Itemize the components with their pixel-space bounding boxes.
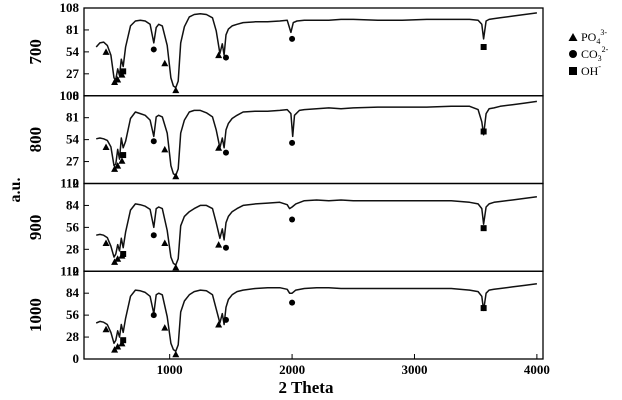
po4-marker xyxy=(114,162,122,169)
series-line-800 xyxy=(96,100,538,177)
co3-marker xyxy=(150,46,157,53)
oh-marker xyxy=(480,128,487,135)
y-tick-label: 27 xyxy=(66,154,80,169)
series-line-700 xyxy=(95,12,537,89)
co3-marker xyxy=(289,139,296,146)
co3-marker xyxy=(289,299,296,306)
oh-marker xyxy=(480,305,487,312)
oh-marker xyxy=(480,44,487,50)
y-tick-label: 27 xyxy=(66,66,80,81)
y-tick-label: 28 xyxy=(66,329,80,344)
po4-marker xyxy=(114,76,122,83)
po4-marker xyxy=(114,255,122,262)
y-tick-label: 112 xyxy=(60,263,79,278)
y-tick-label: 0 xyxy=(73,88,80,103)
po4-marker xyxy=(102,48,110,55)
oh-marker xyxy=(480,225,487,232)
co3-marker xyxy=(222,149,229,156)
x-tick-label: 2000 xyxy=(279,362,305,377)
chart-panels: 0275481108700027548110880002856841129000… xyxy=(26,0,544,366)
legend-label: PO43- xyxy=(581,28,607,46)
y-tick-label: 108 xyxy=(60,0,80,15)
panel-1000: 0 28 56 84 112 1000 xyxy=(26,263,544,366)
panel-frame xyxy=(83,182,544,272)
po4-marker xyxy=(172,350,180,358)
panel-name-label: 1000 xyxy=(26,298,45,332)
co3-marker xyxy=(150,232,157,239)
po4-marker xyxy=(215,321,223,328)
co3-marker xyxy=(289,35,296,42)
po4-marker xyxy=(102,325,110,333)
po4-marker xyxy=(215,51,223,59)
legend: PO43-CO32-OH- xyxy=(568,28,609,78)
po4-marker xyxy=(215,144,223,151)
co3-marker xyxy=(150,138,157,145)
y-tick-label: 56 xyxy=(66,307,80,322)
panel-900: 0 28 56 84 112 900 xyxy=(26,176,544,278)
x-tick-label: 4000 xyxy=(524,362,550,377)
oh-marker xyxy=(120,152,127,159)
y-tick-label: 0 xyxy=(73,263,80,278)
po4-marker xyxy=(114,342,122,350)
legend-triangle-icon xyxy=(568,33,578,41)
po4-marker xyxy=(215,241,223,248)
co3-marker xyxy=(222,54,229,61)
x-tick-label: 1000 xyxy=(157,362,183,377)
x-axis-label: 2 Theta xyxy=(279,378,334,397)
oh-marker xyxy=(120,337,127,344)
po4-marker xyxy=(102,239,110,247)
y-tick-label: 0 xyxy=(73,351,80,366)
co3-marker xyxy=(222,244,229,251)
panel-700: 0 27 54 81 108 700 xyxy=(26,0,544,103)
po4-marker xyxy=(161,239,169,247)
po4-marker xyxy=(172,86,180,94)
x-axis-ticks: 1000 2000 3000 4000 xyxy=(157,354,550,377)
y-tick-label: 81 xyxy=(66,22,79,37)
po4-marker xyxy=(161,324,169,331)
po4-marker xyxy=(118,157,126,164)
co3-marker xyxy=(150,312,157,319)
oh-marker xyxy=(120,251,127,258)
po4-marker xyxy=(172,263,180,271)
po4-marker xyxy=(172,172,180,180)
panel-800: 0 27 54 81 108 800 xyxy=(26,88,544,191)
y-tick-label: 108 xyxy=(60,88,80,103)
legend-circle-icon xyxy=(569,50,577,58)
y-tick-label: 28 xyxy=(66,241,80,256)
co3-marker xyxy=(289,216,296,223)
x-tick-label: 3000 xyxy=(401,362,427,377)
y-tick-label: 54 xyxy=(66,44,80,59)
panel-name-label: 900 xyxy=(26,215,45,241)
legend-label: CO32- xyxy=(581,45,609,63)
series-line-1000 xyxy=(95,283,537,352)
oh-marker xyxy=(120,68,127,75)
y-tick-label: 54 xyxy=(66,132,80,147)
legend-label: OH- xyxy=(581,62,601,78)
panel-name-label: 800 xyxy=(26,127,45,153)
y-tick-label: 84 xyxy=(66,197,80,212)
y-tick-label: 112 xyxy=(60,176,79,191)
y-tick-label: 56 xyxy=(66,219,80,234)
legend-square-icon xyxy=(569,67,577,75)
y-axis-label: a.u. xyxy=(7,178,24,203)
co3-marker xyxy=(222,316,229,323)
series-line-900 xyxy=(96,196,537,266)
y-tick-label: 84 xyxy=(66,285,80,300)
po4-marker xyxy=(161,145,169,153)
y-tick-label: 81 xyxy=(66,110,79,125)
po4-marker xyxy=(102,143,110,150)
panel-name-label: 700 xyxy=(26,39,45,65)
po4-marker xyxy=(161,59,169,67)
y-tick-label: 0 xyxy=(73,176,80,191)
